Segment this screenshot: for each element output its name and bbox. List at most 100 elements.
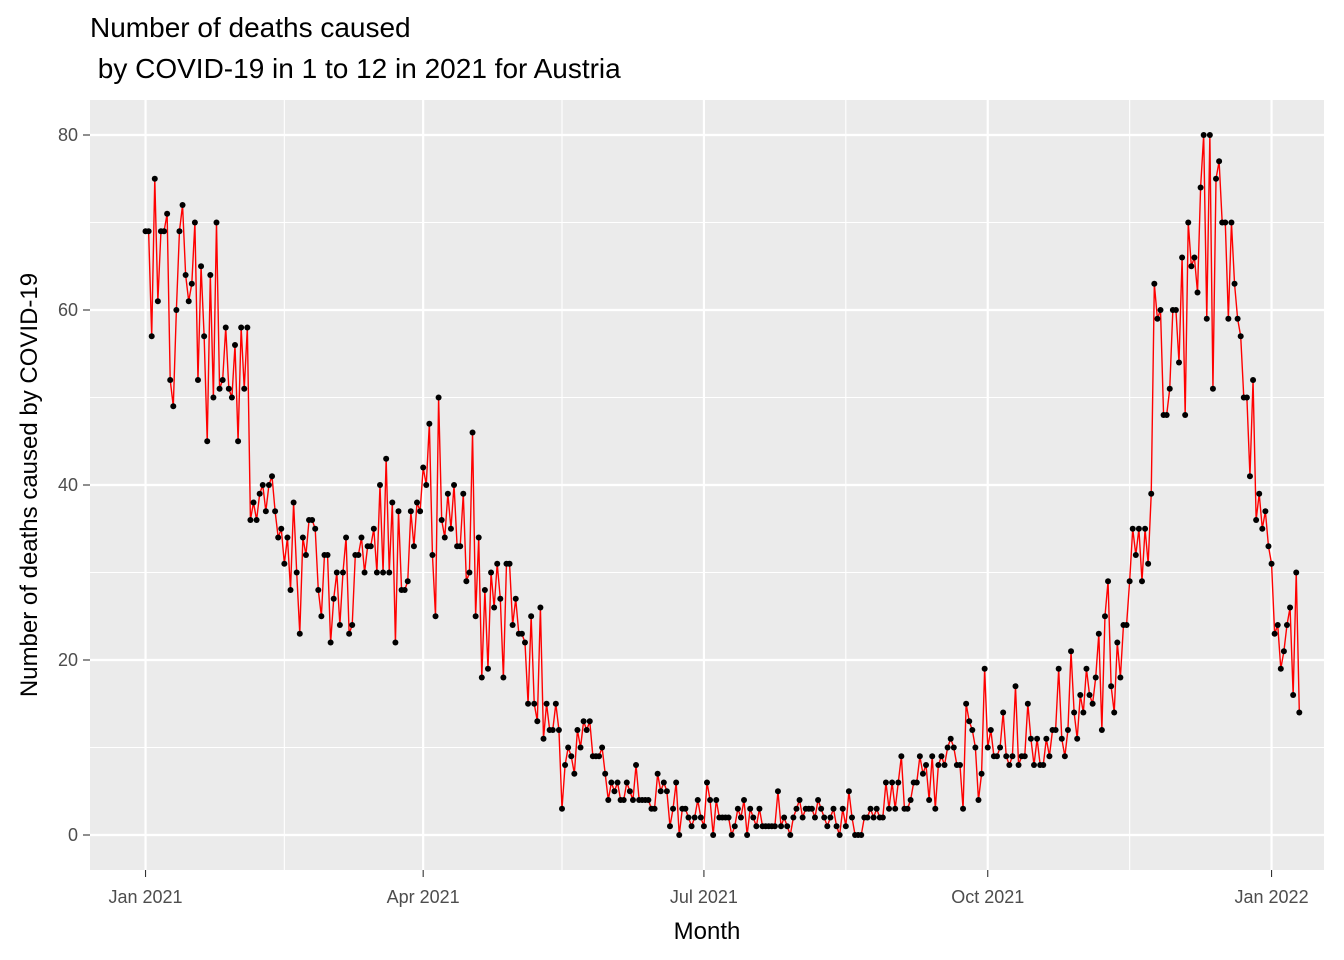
data-point xyxy=(1176,359,1182,366)
data-point xyxy=(774,788,781,795)
data-point xyxy=(528,613,535,620)
data-point xyxy=(1203,315,1210,322)
data-point xyxy=(253,517,260,523)
y-tick-label: 20 xyxy=(58,650,78,670)
data-point xyxy=(355,552,362,558)
data-point xyxy=(555,727,562,733)
x-tick-label: Jan 2022 xyxy=(1235,887,1309,907)
data-point xyxy=(1098,727,1105,733)
data-point xyxy=(1216,158,1223,165)
data-point xyxy=(978,770,985,777)
x-axis: Jan 2021 Apr 2021 Jul 2021 Oct 2021 Jan 2022 xyxy=(108,870,1309,907)
data-point xyxy=(1055,665,1062,672)
data-point xyxy=(947,735,954,742)
data-point xyxy=(1265,543,1272,550)
data-point xyxy=(525,700,532,707)
data-point xyxy=(336,622,343,628)
data-point xyxy=(432,613,439,620)
data-point xyxy=(611,788,618,795)
data-point xyxy=(367,543,374,550)
data-point xyxy=(725,814,732,821)
data-point xyxy=(241,385,248,392)
data-point xyxy=(1253,517,1260,523)
data-point xyxy=(562,762,569,768)
data-point xyxy=(1185,219,1192,226)
data-point xyxy=(916,753,923,760)
data-point xyxy=(1231,280,1238,287)
y-tick-label: 60 xyxy=(58,300,78,320)
data-point xyxy=(975,797,982,803)
data-point xyxy=(281,560,288,567)
data-point xyxy=(198,263,205,270)
data-point xyxy=(447,525,454,532)
data-point xyxy=(923,762,930,768)
data-point xyxy=(1157,307,1164,313)
data-point xyxy=(154,298,161,305)
data-point xyxy=(324,552,331,558)
data-point xyxy=(966,718,973,725)
data-point xyxy=(543,700,550,707)
data-point xyxy=(1071,709,1078,716)
data-point xyxy=(559,805,565,812)
data-point xyxy=(1237,333,1244,340)
data-point xyxy=(670,805,677,812)
data-point xyxy=(404,578,411,585)
chart-title-line-2: by COVID-19 in 1 to 12 in 2021 for Austr… xyxy=(90,53,621,84)
data-point xyxy=(583,727,590,733)
data-point xyxy=(1259,525,1266,532)
data-point xyxy=(250,499,257,506)
data-point xyxy=(599,744,606,751)
data-point xyxy=(170,403,177,410)
data-point xyxy=(950,744,957,751)
data-point xyxy=(420,464,427,471)
data-point xyxy=(460,490,467,497)
data-point xyxy=(728,832,735,838)
data-point xyxy=(521,639,528,646)
data-point xyxy=(290,499,297,506)
data-point xyxy=(808,805,815,812)
data-point xyxy=(858,832,865,838)
data-point xyxy=(1040,762,1047,768)
data-point xyxy=(811,814,818,821)
data-point xyxy=(1024,700,1031,707)
data-point xyxy=(778,823,785,830)
data-point xyxy=(509,622,516,628)
data-point xyxy=(1058,735,1065,742)
data-point xyxy=(1138,578,1145,585)
data-point xyxy=(1296,709,1303,716)
data-point xyxy=(1145,560,1152,567)
data-point xyxy=(1209,385,1216,392)
data-point xyxy=(882,779,889,786)
y-axis: 0 20 40 60 80 xyxy=(58,125,90,845)
data-point xyxy=(478,674,485,681)
data-point xyxy=(574,727,581,733)
data-point xyxy=(457,543,464,550)
chart-title-line-1: Number of deaths caused xyxy=(90,12,411,43)
data-point xyxy=(228,394,235,401)
data-point xyxy=(312,525,319,532)
data-point xyxy=(216,385,223,392)
data-point xyxy=(1012,683,1019,690)
y-tick-label: 80 xyxy=(58,125,78,145)
data-point xyxy=(824,823,831,830)
data-point xyxy=(793,805,800,812)
data-point xyxy=(1277,665,1284,672)
data-point xyxy=(1003,753,1010,760)
data-point xyxy=(179,202,186,208)
data-point xyxy=(879,814,886,821)
data-point xyxy=(1246,473,1253,480)
data-point xyxy=(1086,692,1093,698)
data-point xyxy=(596,753,603,760)
data-point xyxy=(204,438,211,445)
data-point xyxy=(969,727,976,733)
data-point xyxy=(1089,700,1096,707)
data-point xyxy=(700,823,707,830)
x-tick-label: Jul 2021 xyxy=(670,887,738,907)
data-point xyxy=(164,210,171,217)
data-point xyxy=(1179,254,1186,261)
data-point xyxy=(219,377,226,383)
data-point xyxy=(491,604,498,611)
data-point xyxy=(870,814,877,821)
data-point xyxy=(796,797,803,803)
